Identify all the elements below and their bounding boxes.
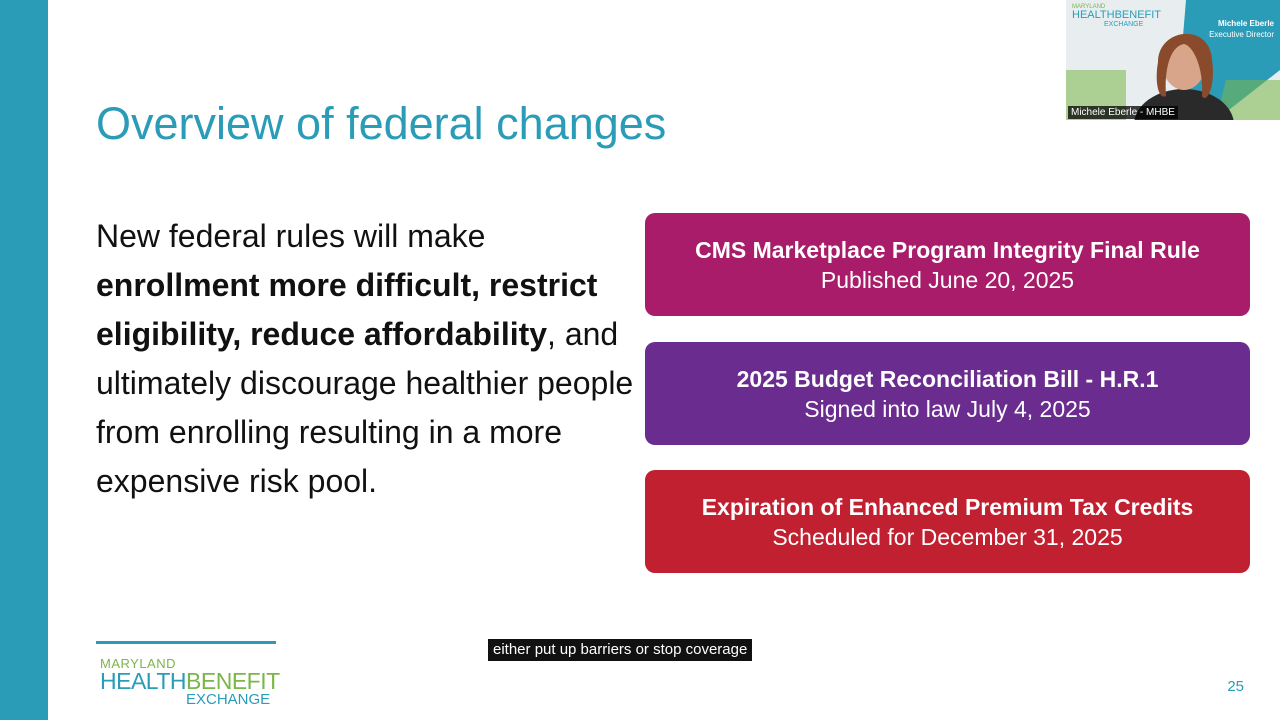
card-subtitle: Published June 20, 2025	[820, 267, 1075, 293]
card-subtitle: Scheduled for December 31, 2025	[772, 524, 1123, 550]
speaker-nameplate: Michele Eberle Executive Director	[1209, 18, 1274, 40]
page-number: 25	[1227, 678, 1244, 695]
vt-logo-line1: MARYLAND	[1072, 4, 1106, 10]
logo-line2: HEALTHBENEFIT	[100, 668, 280, 694]
body-rest: , and ultimately discourage healthier pe…	[96, 316, 634, 499]
slide-body-text: New federal rules will make enrollment m…	[96, 212, 636, 506]
speaker-name-label: Michele Eberle - MHBE	[1068, 106, 1178, 119]
logo-divider	[96, 641, 276, 644]
card-cms-rule: CMS Marketplace Program Integrity Final …	[645, 213, 1250, 316]
card-subtitle: Signed into law July 4, 2025	[804, 396, 1091, 422]
logo-health: HEALTH	[100, 668, 187, 694]
vt-logo-line3: EXCHANGE	[1104, 21, 1144, 28]
body-bold: enrollment more difficult, restrict elig…	[96, 267, 598, 352]
body-intro: New federal rules will make	[96, 218, 486, 254]
card-budget-bill: 2025 Budget Reconciliation Bill - H.R.1 …	[645, 342, 1250, 445]
card-title: CMS Marketplace Program Integrity Final …	[695, 237, 1200, 263]
card-tax-credits: Expiration of Enhanced Premium Tax Credi…	[645, 470, 1250, 573]
live-caption: either put up barriers or stop coverage	[488, 639, 753, 661]
mhbe-logo: MARYLAND HEALTHBENEFIT EXCHANGE	[100, 657, 280, 707]
vt-logo-line2: HEALTHBENEFIT	[1072, 9, 1162, 21]
card-title: 2025 Budget Reconciliation Bill - H.R.1	[736, 366, 1159, 392]
logo-line3: EXCHANGE	[186, 691, 271, 708]
card-title: Expiration of Enhanced Premium Tax Credi…	[701, 494, 1194, 520]
logo-benefit: BENEFIT	[186, 668, 280, 694]
nameplate-title: Executive Director	[1209, 30, 1274, 39]
left-accent-bar	[0, 0, 48, 720]
video-tile-logo: MARYLAND HEALTHBENEFIT EXCHANGE	[1072, 4, 1161, 28]
nameplate-name: Michele Eberle	[1217, 19, 1274, 28]
speaker-video-tile[interactable]: MARYLAND HEALTHBENEFIT EXCHANGE Michele …	[1066, 0, 1280, 120]
slide-title: Overview of federal changes	[96, 98, 667, 149]
logo-line1: MARYLAND	[100, 656, 177, 671]
